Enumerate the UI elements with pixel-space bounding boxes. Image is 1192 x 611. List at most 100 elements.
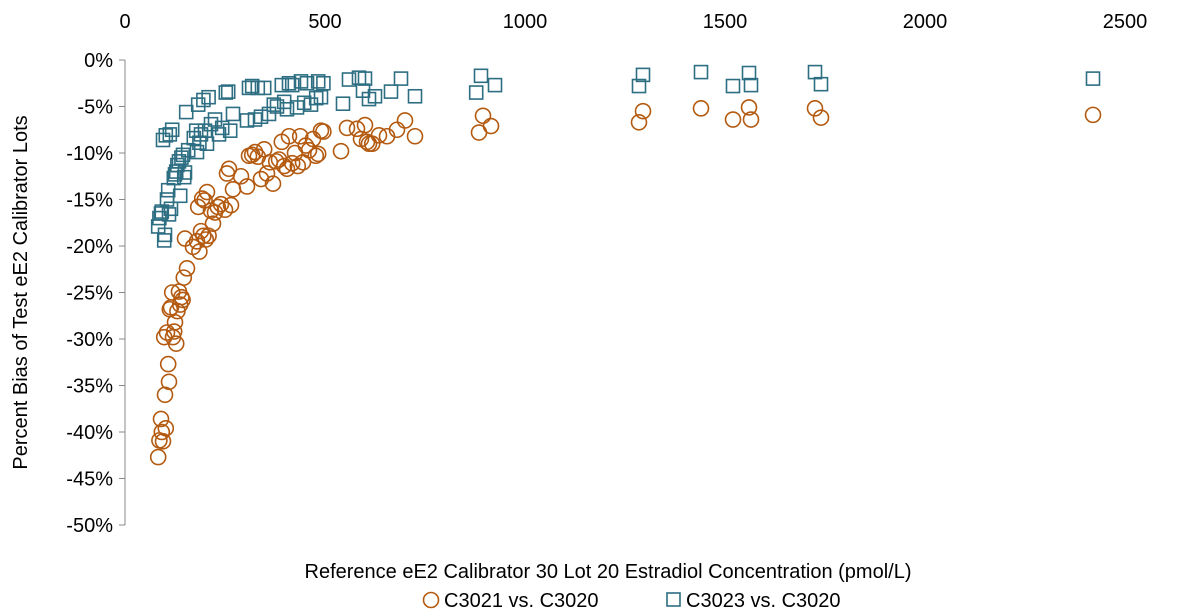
point-c3023 [693,64,709,80]
point-c3021 [338,119,356,137]
point-c3021 [160,373,178,391]
point-c3023 [725,78,741,94]
y-tick-label: -15% [66,190,113,212]
x-tick-label: 1500 [703,11,748,33]
point-c3023 [741,65,757,81]
legend-label-c3021: C3021 vs. C3020 [444,590,599,611]
point-c3021 [406,127,424,145]
point-c3021 [178,260,196,277]
point-c3021 [278,160,296,178]
point-c3021 [152,410,170,428]
point-c3023 [189,144,205,160]
point-c3021 [197,231,215,248]
point-c3023 [164,122,180,138]
point-c3021 [1084,106,1102,124]
point-c3023 [1085,71,1101,86]
point-c3023 [308,90,324,106]
point-c3021 [165,323,183,340]
point-c3023 [180,142,196,158]
point-c3021 [812,109,830,126]
point-c3023 [393,71,409,86]
point-c3021 [634,102,652,120]
point-c3023 [214,120,230,136]
point-c3023 [335,96,351,112]
y-tick-labels: 0% -5% -10% -15% -20% -25% -30% -35% -40% -45% -50… [66,50,113,537]
point-c3021 [175,269,193,286]
point-c3023 [743,77,759,93]
point-c3021 [189,198,207,216]
point-c3023 [161,207,177,222]
point-c3021 [264,175,282,192]
point-c3023 [201,89,216,105]
point-c3021 [158,324,176,341]
point-c3021 [195,227,212,245]
point-c3023 [367,88,383,104]
point-c3021 [396,112,414,129]
point-c3023 [468,85,484,100]
y-tick-label: -20% [66,236,113,258]
point-c3021 [212,195,230,213]
legend: C3021 vs. C3020 C3023 vs. C3020 [422,590,841,611]
point-c3023 [284,77,300,93]
point-c3023 [813,76,829,92]
point-c3021 [222,196,240,214]
point-c3023 [279,101,295,117]
x-tick-label: 500 [308,11,341,33]
point-c3021 [280,127,298,145]
point-c3021 [291,127,309,145]
point-c3021 [806,100,824,117]
point-c3021 [157,419,175,437]
point-c3023 [188,123,204,138]
y-tick-marks [119,59,125,526]
y-tick-label: -10% [66,143,113,165]
point-c3021 [630,114,648,131]
point-c3023 [176,169,192,185]
point-c3021 [724,111,742,128]
point-c3023 [281,75,297,91]
point-c3023 [160,182,176,198]
point-c3021 [742,111,760,128]
point-c3023 [196,92,211,108]
point-c3023 [316,75,331,91]
point-c3023 [220,84,236,99]
point-c3021 [474,107,492,125]
point-c3023 [261,106,277,122]
point-c3023 [357,71,373,86]
point-c3021 [220,160,238,178]
point-c3021 [246,143,264,161]
point-c3021 [258,165,276,182]
point-c3021 [204,215,222,232]
point-c3021 [252,170,270,188]
point-c3021 [692,100,710,117]
point-c3023 [157,227,173,243]
point-c3021 [209,198,227,216]
point-c3021 [216,201,234,219]
point-c3023 [299,75,315,91]
point-c3021 [200,227,217,245]
point-c3023 [177,165,193,180]
point-c3023 [222,123,238,138]
point-c3023 [807,64,823,80]
point-c3021 [482,117,500,135]
point-c3023 [407,88,423,104]
point-c3023 [153,206,169,221]
point-c3023 [156,233,172,248]
point-c3023 [192,135,207,151]
point-c3021 [198,183,216,201]
y-tick-label: -30% [66,329,113,351]
point-c3021 [370,127,388,144]
point-c3023 [163,201,179,217]
x-tick-label: 2500 [1103,11,1148,33]
y-tick-label: -25% [66,283,113,305]
point-c3021 [309,145,327,163]
y-tick-label: 0% [84,50,113,72]
point-c3021 [307,147,325,165]
x-tick-label: 2000 [903,11,948,33]
point-c3023 [203,116,219,132]
point-c3021 [332,142,350,160]
y-tick-label: -35% [66,376,113,398]
y-tick-label: -40% [66,422,113,444]
x-tick-label: 0 [119,11,130,33]
point-c3023 [256,80,272,96]
